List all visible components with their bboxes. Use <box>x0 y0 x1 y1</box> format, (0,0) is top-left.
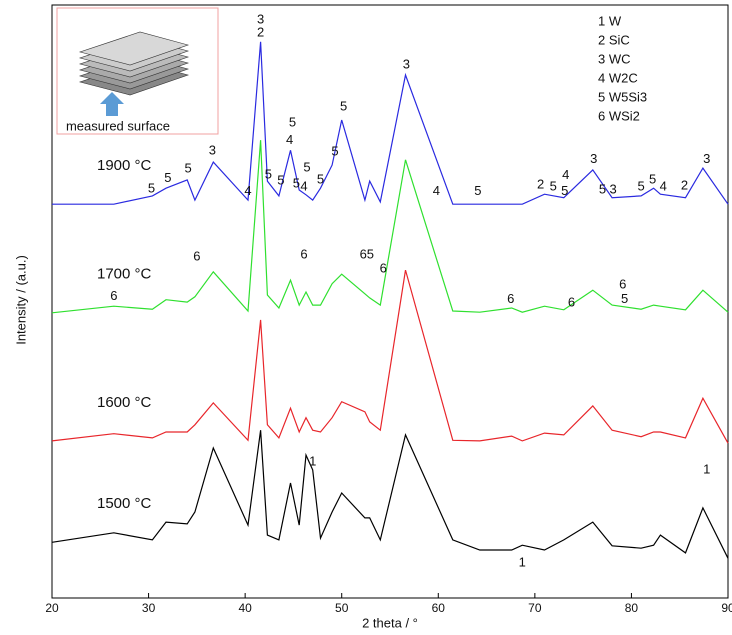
peak-label: 1 <box>519 554 526 569</box>
series-label: 1900 °C <box>97 157 152 174</box>
peak-label: 2 <box>537 177 544 192</box>
peak-label: 6 <box>300 247 307 262</box>
plot-frame <box>51 4 729 599</box>
legend-entry: 3 WC <box>598 51 631 66</box>
peak-label: 4 <box>300 178 307 193</box>
series-label: 1700 °C <box>97 266 152 283</box>
peak-label: 5 <box>599 181 606 196</box>
peak-label: 6 <box>568 295 575 310</box>
peak-label: 5 <box>185 161 192 176</box>
inset: measured surface <box>56 7 219 135</box>
sample-stack <box>78 31 190 96</box>
peak-label: 6 <box>380 260 387 275</box>
peak-label: 5 <box>637 178 644 193</box>
series-label: 1500 °C <box>97 495 152 512</box>
legend-entry: 1 W <box>598 13 622 28</box>
peak-label: 5 <box>649 171 656 186</box>
peak-label: 6 <box>507 291 514 306</box>
x-tick-label: 20 <box>45 601 59 615</box>
legend-entry: 2 SiC <box>598 32 630 47</box>
peak-label: 1 <box>703 461 710 476</box>
x-tick-label: 50 <box>335 601 349 615</box>
peak-label: 4 <box>660 178 667 193</box>
peak-label: 1 <box>309 454 316 469</box>
peak-label: 5 <box>340 98 347 113</box>
peak-label: 3 <box>703 151 710 166</box>
x-tick-label: 90 <box>721 601 732 615</box>
peak-label: 5 <box>621 291 628 306</box>
inset-caption: measured surface <box>66 118 170 133</box>
peak-label: 5 <box>293 176 300 191</box>
x-tick-label: 40 <box>238 601 252 615</box>
peak-label: 65 <box>360 247 374 262</box>
peak-label: 5 <box>550 178 557 193</box>
peak-label: 5 <box>303 160 310 175</box>
peak-label: 2 <box>257 24 264 39</box>
peak-label: 2 <box>681 177 688 192</box>
peak-label: 4 <box>433 183 440 198</box>
peak-label: 5 <box>474 183 481 198</box>
legend-entry: 6 WSi2 <box>598 108 640 123</box>
peak-label: 5 <box>148 180 155 195</box>
peak-label: 5 <box>265 167 272 182</box>
legend-entry: 5 W5Si3 <box>598 89 647 104</box>
series-line <box>51 140 729 314</box>
x-tick-label: 30 <box>142 601 156 615</box>
x-tick-label: 80 <box>625 601 639 615</box>
peak-label: 5 <box>289 114 296 129</box>
peak-label: 6 <box>619 276 626 291</box>
peak-label: 3 <box>209 142 216 157</box>
peak-label: 4 <box>244 183 251 198</box>
peak-label: 3 <box>609 181 616 196</box>
peak-label: 6 <box>193 248 200 263</box>
peak-label: 5 <box>317 171 324 186</box>
peak-label: 5 <box>561 183 568 198</box>
peak-label: 5 <box>331 144 338 159</box>
peak-label: 5 <box>277 173 284 188</box>
peak-label: 3 <box>590 151 597 166</box>
peak-label: 6 <box>110 288 117 303</box>
legend-entry: 4 W2C <box>598 70 638 85</box>
peak-label: 3 <box>257 11 264 26</box>
y-axis-label: Intensity / (a.u.) <box>13 255 28 345</box>
series-label: 1600 °C <box>97 394 152 411</box>
peak-label: 4 <box>286 132 293 147</box>
series-line <box>51 430 729 559</box>
series-line <box>52 41 729 205</box>
peak-label: 5 <box>164 170 171 185</box>
x-tick-label: 60 <box>432 601 446 615</box>
arrow <box>100 92 124 116</box>
peak-label: 3 <box>403 56 410 71</box>
series-line <box>51 269 729 444</box>
x-tick-label: 70 <box>528 601 542 615</box>
x-axis-label: 2 theta / ° <box>362 615 418 630</box>
peak-label: 4 <box>562 167 569 182</box>
